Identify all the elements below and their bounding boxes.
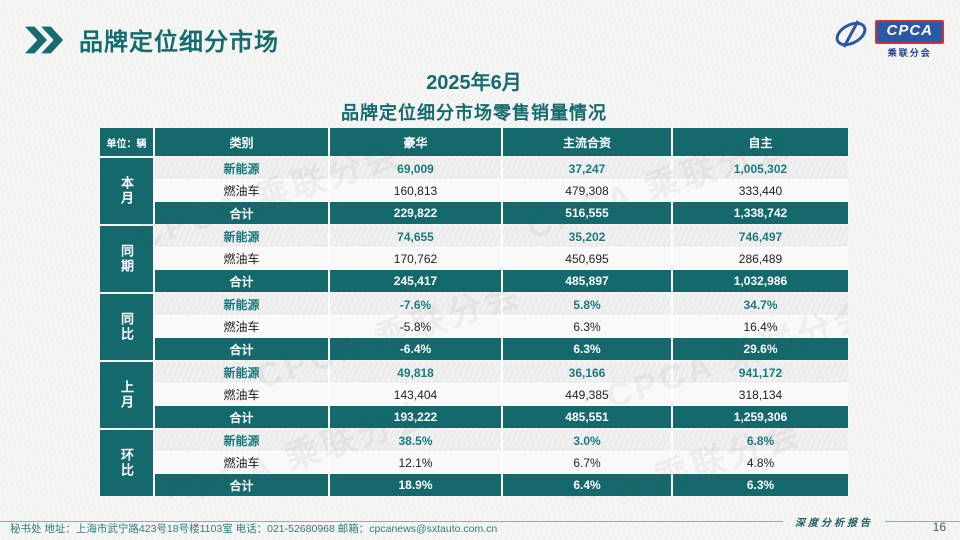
page-header: 品牌定位细分市场 [25,22,279,57]
table-group-same-period: 同期 新能源 74,655 35,202 746,497 燃油车 170,762… [100,226,848,292]
table-cell: 5.8% [503,294,673,316]
page-title: 品牌定位细分市场 [79,29,279,56]
table-cell: 49,818 [330,362,503,384]
table-cell: 36,166 [503,362,673,384]
table-cell: 479,308 [503,180,673,202]
row-category: 燃油车 [155,452,330,474]
table-cell: 449,385 [503,384,673,406]
cpca-logo: CPCA 乘联分会 [831,18,944,59]
table-cell: 1,338,742 [673,202,848,224]
table-group-yoy: 同比 新能源 -7.6% 5.8% 34.7% 燃油车 -5.8% 6.3% 1… [100,294,848,360]
table-cell: 35,202 [503,226,673,248]
table-cell: 1,259,306 [673,406,848,428]
row-group-label: 本月 [100,158,155,224]
table-cell: 941,172 [673,362,848,384]
table-cell: 6.3% [503,316,673,338]
table-cell: 450,695 [503,248,673,270]
column-header-category: 类别 [155,128,330,156]
table-title-block: 2025年6月 品牌定位细分市场零售销量情况 [100,66,848,125]
row-category: 合计 [155,270,330,292]
row-category: 合计 [155,406,330,428]
table-cell: -5.8% [330,316,503,338]
row-group-label: 环比 [100,430,155,496]
footer-report-label: 深度分析报告 [795,518,873,529]
table-cell: -7.6% [330,294,503,316]
column-header-luxury: 豪华 [330,128,503,156]
table-cell: 34.7% [673,294,848,316]
row-group-label: 同比 [100,294,155,360]
table-group-last-month: 上月 新能源 49,818 36,166 941,172 燃油车 143,404… [100,362,848,428]
table-header-row: 单位：辆 类别 豪华 主流合资 自主 [100,128,848,156]
table-cell: 746,497 [673,226,848,248]
table-cell: 37,247 [503,158,673,180]
table-group-current-month: 本月 新能源 69,009 37,247 1,005,302 燃油车 160,8… [100,158,848,224]
footer-line-left [0,521,783,522]
table-cell: 3.0% [503,430,673,452]
cpca-logo-text: CPCA [875,20,944,44]
row-category: 新能源 [155,226,330,248]
sales-table: 单位：辆 类别 豪华 主流合资 自主 本月 新能源 69,009 37,247 … [100,128,848,498]
table-cell: 69,009 [330,158,503,180]
table-cell: 516,555 [503,202,673,224]
table-cell: 6.7% [503,452,673,474]
table-cell: 485,551 [503,406,673,428]
page-number: 16 [932,520,946,534]
table-cell: 16.4% [673,316,848,338]
row-category: 合计 [155,338,330,360]
row-category: 燃油车 [155,248,330,270]
table-cell: 6.8% [673,430,848,452]
table-cell: 333,440 [673,180,848,202]
table-cell: 6.3% [673,474,848,496]
cpca-swoosh-icon [836,20,867,48]
table-cell: 193,222 [330,406,503,428]
table-cell: 170,762 [330,248,503,270]
table-cell: 286,489 [673,248,848,270]
row-category: 新能源 [155,294,330,316]
row-category: 合计 [155,202,330,224]
row-category: 燃油车 [155,316,330,338]
table-cell: 38.5% [330,430,503,452]
footer-line-right [885,521,960,522]
table-cell: 12.1% [330,452,503,474]
table-title-text: 品牌定位细分市场零售销量情况 [341,103,607,123]
table-cell: 4.8% [673,452,848,474]
table-cell: 160,813 [330,180,503,202]
table-cell: 485,897 [503,270,673,292]
footer-contact-info: 秘书处 地址：上海市武宁路423号18号楼1103室 电话：021-526809… [10,523,498,535]
row-category: 合计 [155,474,330,496]
table-group-mom: 环比 新能源 38.5% 3.0% 6.8% 燃油车 12.1% 6.7% 4.… [100,430,848,496]
row-group-label: 同期 [100,226,155,292]
table-cell: 29.6% [673,338,848,360]
cpca-logo-subtitle: 乘联分会 [887,47,932,58]
row-category: 新能源 [155,362,330,384]
row-category: 燃油车 [155,384,330,406]
footer-divider: 深度分析报告 [0,514,960,529]
row-category: 新能源 [155,430,330,452]
double-chevron-icon [25,26,64,53]
table-cell: 1,032,986 [673,270,848,292]
table-cell: 143,404 [330,384,503,406]
table-title-date: 2025年6月 [426,72,522,94]
table-cell: 229,822 [330,202,503,224]
unit-label: 单位：辆 [100,128,155,156]
row-category: 新能源 [155,158,330,180]
table-cell: -6.4% [330,338,503,360]
table-cell: 318,134 [673,384,848,406]
table-cell: 6.3% [503,338,673,360]
table-cell: 6.4% [503,474,673,496]
table-cell: 1,005,302 [673,158,848,180]
table-cell: 18.9% [330,474,503,496]
table-cell: 245,417 [330,270,503,292]
row-category: 燃油车 [155,180,330,202]
column-header-domestic: 自主 [673,128,848,156]
table-cell: 74,655 [330,226,503,248]
row-group-label: 上月 [100,362,155,428]
column-header-mainstream-jv: 主流合资 [503,128,673,156]
